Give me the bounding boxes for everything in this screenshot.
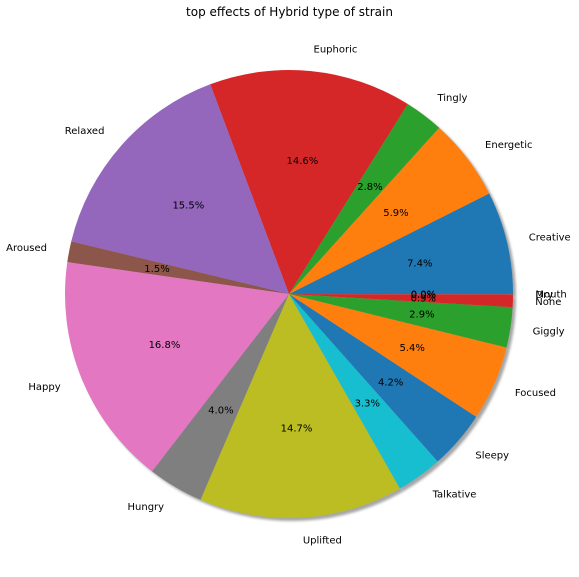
pct-label-talkative: 3.3%: [355, 399, 380, 410]
slice-talkative: [289, 294, 438, 489]
pie-slices: [64, 70, 514, 519]
label-mouth: Mouth: [535, 290, 566, 301]
pct-label-giggly: 2.9%: [409, 310, 434, 321]
label-euphoric: Euphoric: [314, 44, 358, 55]
pie-labels: Creative 7.4% Energetic 5.9% Tingly 2.8% Eupho…: [6, 44, 571, 546]
pct-label-sleepy: 4.2%: [378, 377, 403, 388]
label-hungry: Hungry: [128, 502, 165, 513]
label-none: None: [535, 297, 561, 308]
pct-label-happy: 16.8%: [149, 340, 181, 351]
label-creative: Creative: [529, 233, 571, 244]
pct-label-mouth: 0.0%: [411, 290, 436, 301]
slice-creative: [289, 193, 513, 294]
label-uplifted: Uplifted: [303, 536, 342, 547]
slice-happy: [64, 262, 289, 472]
pct-label-uplifted: 14.7%: [281, 424, 313, 435]
pct-label-relaxed: 15.5%: [172, 200, 204, 211]
label-aroused: Aroused: [6, 243, 47, 254]
slice-tingly: [289, 104, 440, 294]
slice-energetic: [289, 127, 490, 294]
slice-focused: [289, 294, 507, 417]
label-relaxed: Relaxed: [65, 126, 105, 137]
slice-uplifted: [200, 294, 400, 519]
label-giggly: Giggly: [533, 326, 565, 337]
pct-label-euphoric: 14.6%: [286, 156, 318, 167]
slice-euphoric: [210, 70, 408, 295]
pct-label-energetic: 5.9%: [383, 208, 408, 219]
slice-none: [289, 294, 513, 308]
pct-label-tingly: 2.8%: [357, 182, 382, 193]
label-energetic: Energetic: [485, 140, 532, 151]
pct-label-dry: 0.0%: [411, 290, 436, 301]
label-sleepy: Sleepy: [475, 451, 509, 462]
label-happy: Happy: [28, 382, 60, 393]
label-tingly: Tingly: [436, 93, 467, 104]
pct-label-aroused: 1.5%: [144, 264, 169, 275]
label-dry: Dry: [535, 290, 553, 301]
pct-label-focused: 5.4%: [399, 343, 424, 354]
chart-title: top effects of Hybrid type of strain: [186, 5, 393, 19]
label-focused: Focused: [515, 388, 556, 399]
pct-label-none: 0.9%: [411, 294, 436, 305]
pct-label-hungry: 4.0%: [208, 405, 233, 416]
pct-label-creative: 7.4%: [407, 259, 432, 270]
label-talkative: Talkative: [432, 490, 477, 501]
slice-relaxed: [71, 84, 289, 294]
slice-sleepy: [289, 294, 477, 462]
slice-dry: [289, 294, 513, 295]
slice-giggly: [289, 294, 513, 348]
slice-aroused: [67, 241, 289, 294]
slice-hungry: [152, 294, 289, 500]
